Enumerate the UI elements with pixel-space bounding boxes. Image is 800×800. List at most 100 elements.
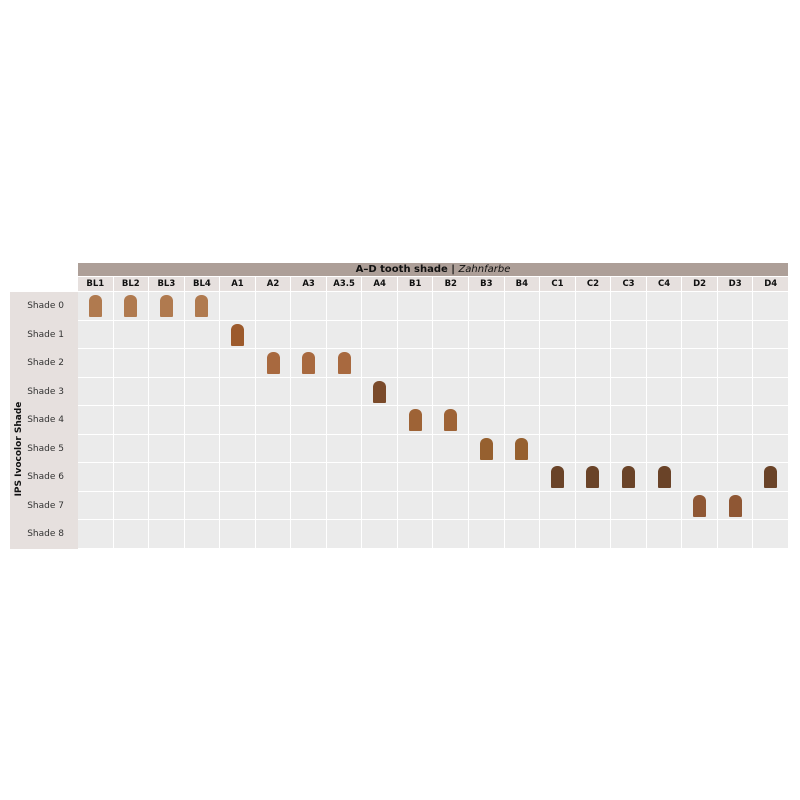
table-cell [113,434,149,462]
table-cell [682,349,717,377]
table-cell [149,434,184,462]
column-header: A2 [255,277,291,291]
table-cell [78,463,113,491]
table-cell [184,491,220,519]
table-cell [326,434,362,462]
table-cell [220,520,255,548]
table-cell [433,406,469,434]
tooth-shade-swatch [693,494,707,517]
table-cell [220,320,255,348]
table-cell [646,463,682,491]
table-cell [397,434,433,462]
table-cell [362,349,397,377]
column-header: D3 [717,277,753,291]
table-cell [504,520,540,548]
table-cell [326,406,362,434]
table-cell [397,520,433,548]
table-cell [149,520,184,548]
table-cell [291,463,326,491]
table-cell [575,520,611,548]
table-cell [78,520,113,548]
table-cell [397,349,433,377]
table-cell [469,463,504,491]
table-cell [753,463,788,491]
row-label: Shade 0 [27,301,64,311]
tooth-shade-swatch [479,437,493,460]
table-cell [753,349,788,377]
table-cell [326,463,362,491]
table-cell [611,406,646,434]
table-cell [113,491,149,519]
table-cell [362,520,397,548]
table-cell [717,377,753,405]
table-cell [113,406,149,434]
column-header: D2 [682,277,717,291]
table-cell [682,320,717,348]
table-cell [362,406,397,434]
table-cell [326,349,362,377]
row-label: Shade 5 [27,443,64,454]
table-cell [646,491,682,519]
tooth-shade-swatch [88,295,102,317]
table-cell [575,491,611,519]
table-cell [646,434,682,462]
table-cell [397,463,433,491]
tooth-shade-swatch [764,466,778,488]
table-cell [291,292,326,320]
table-cell [540,463,575,491]
table-cell [326,520,362,548]
column-header: D4 [753,277,788,291]
table-cell [113,377,149,405]
table-cell [255,292,291,320]
table-cell [540,349,575,377]
table-cell [611,292,646,320]
table-cell [291,406,326,434]
table-cell [255,491,291,519]
table-cell [717,491,753,519]
tooth-shade-swatch [373,380,387,403]
table-cell [575,406,611,434]
column-header: B3 [469,277,504,291]
table-cell [220,377,255,405]
tooth-shade-swatch [195,295,209,317]
table-cell [717,406,753,434]
column-header: B4 [504,277,540,291]
shade-grid: BL1 BL2 BL3 BL4 A1 A2 A3 A3.5 A4 B1 B2 B3 B4 C1 C2 C3 C4… [78,277,788,548]
row-label: Shade 7 [27,500,64,511]
table-cell [717,520,753,548]
tooth-shade-swatch [657,466,671,488]
table-cell [326,292,362,320]
table-cell [682,520,717,548]
tooth-shade-swatch [159,295,173,317]
table-cell [326,377,362,405]
column-header: A1 [220,277,255,291]
table-cell [184,292,220,320]
column-header: BL4 [184,277,220,291]
table-cell [255,377,291,405]
table-cell [184,463,220,491]
table-title: A–D tooth shade | Zahnfarbe [78,263,788,276]
table-cell [682,292,717,320]
table-cell [220,349,255,377]
tooth-shade-swatch [266,352,280,374]
table-cell [753,520,788,548]
table-cell [149,377,184,405]
table-cell [433,377,469,405]
table-cell [753,320,788,348]
table-cell [717,320,753,348]
table-cell [255,320,291,348]
table-cell [113,292,149,320]
table-cell [362,292,397,320]
table-cell [362,491,397,519]
table-cell [504,320,540,348]
table-cell [397,320,433,348]
table-cell [255,434,291,462]
table-cell [149,349,184,377]
table-cell [469,320,504,348]
table-cell [540,434,575,462]
table-cell [504,377,540,405]
table-cell [291,491,326,519]
row-label: Shade 6 [27,472,64,482]
table-cell [540,406,575,434]
table-cell [611,320,646,348]
